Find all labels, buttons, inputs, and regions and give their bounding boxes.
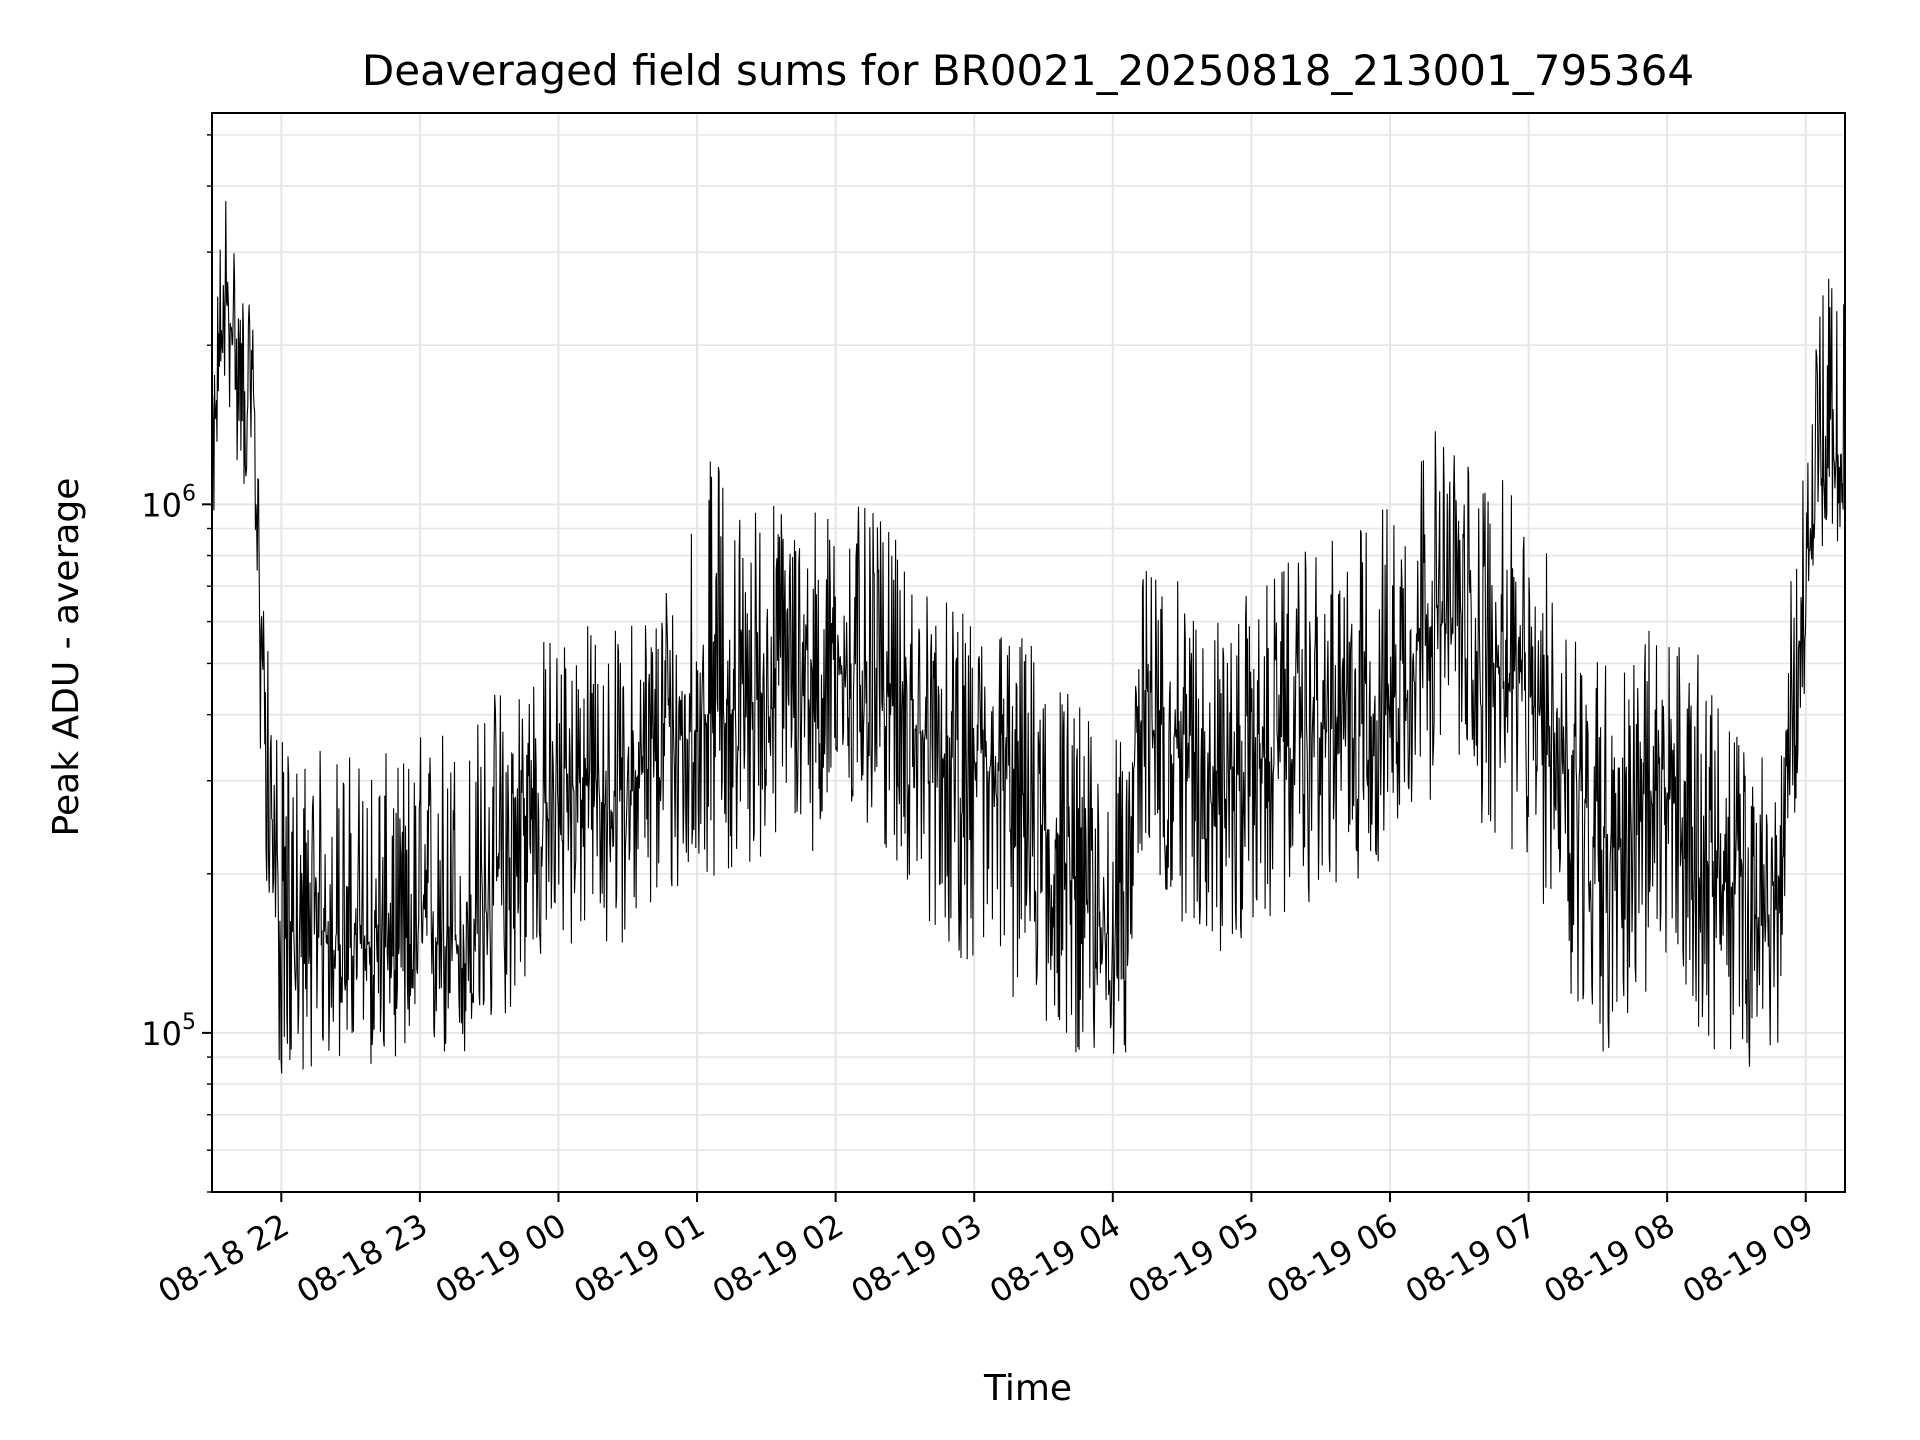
series-line	[211, 201, 1846, 1074]
y-axis-label: Peak ADU - average	[46, 478, 87, 837]
plot-frame	[211, 112, 1846, 1193]
y-tick-label: 106	[141, 481, 196, 524]
data-series	[211, 201, 1846, 1074]
chart-title: Deaveraged field sums for BR0021_2025081…	[362, 46, 1694, 95]
x-axis-label: Time	[983, 1368, 1072, 1409]
y-tick-label: 105	[141, 1010, 196, 1053]
